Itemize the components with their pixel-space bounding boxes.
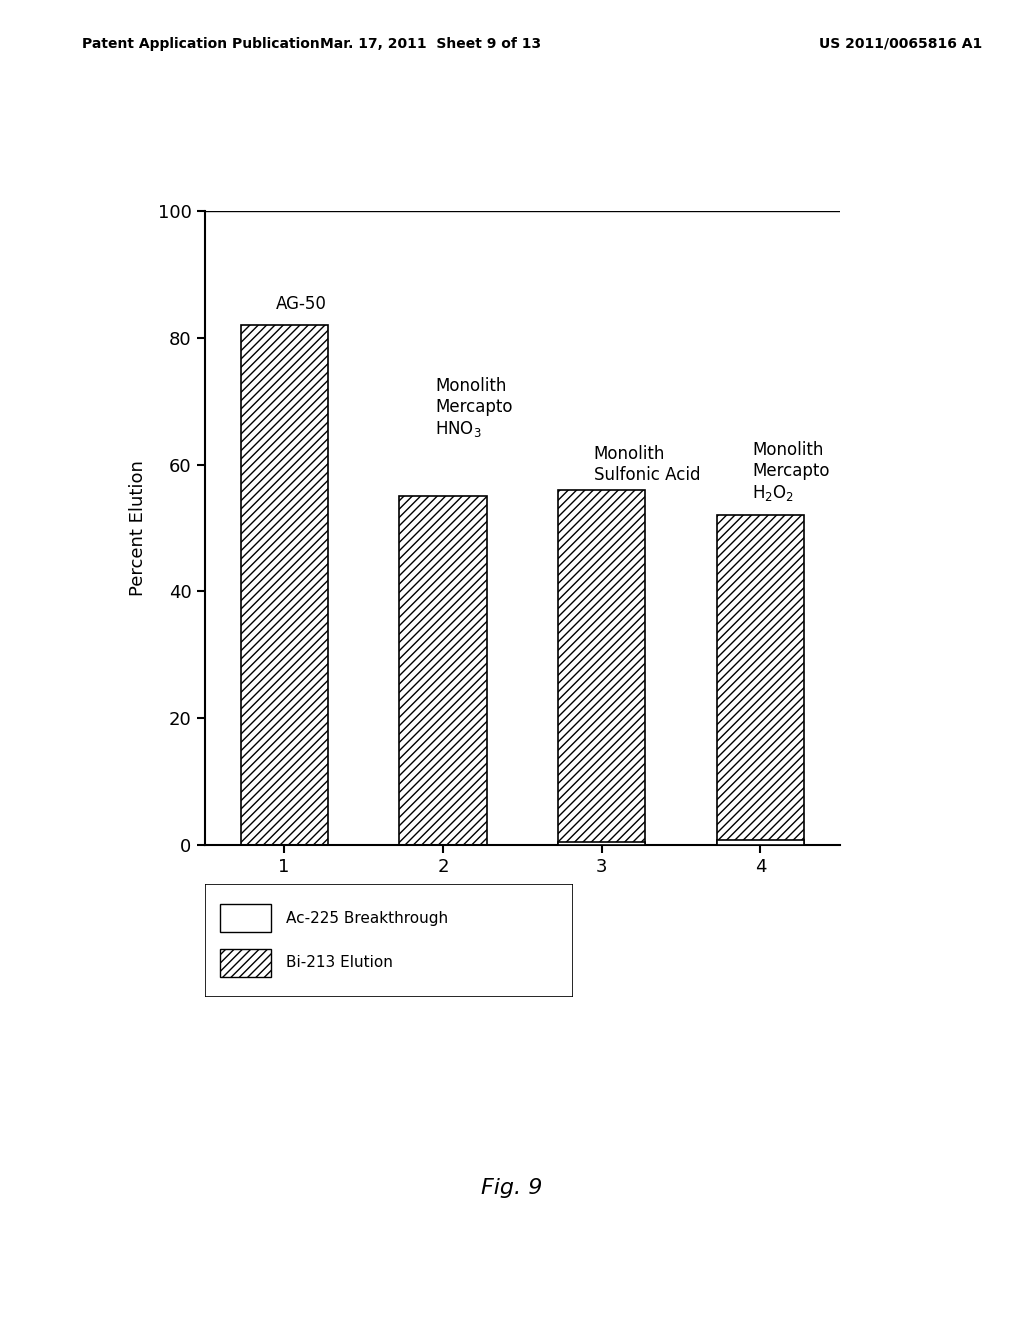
Text: Mar. 17, 2011  Sheet 9 of 13: Mar. 17, 2011 Sheet 9 of 13 bbox=[319, 37, 541, 51]
Text: Monolith
Sulfonic Acid: Monolith Sulfonic Acid bbox=[594, 445, 700, 483]
Y-axis label: Percent Elution: Percent Elution bbox=[129, 461, 146, 595]
Text: AG-50: AG-50 bbox=[276, 294, 327, 313]
Text: Patent Application Publication: Patent Application Publication bbox=[82, 37, 319, 51]
Bar bbox=[219, 904, 271, 932]
Bar bbox=[241, 325, 328, 845]
Text: Ac-225 Breakthrough: Ac-225 Breakthrough bbox=[286, 911, 449, 925]
Text: Monolith
Mercapto
HNO$_3$: Monolith Mercapto HNO$_3$ bbox=[435, 378, 512, 440]
Text: US 2011/0065816 A1: US 2011/0065816 A1 bbox=[819, 37, 982, 51]
FancyBboxPatch shape bbox=[205, 884, 573, 997]
Bar bbox=[399, 496, 486, 845]
Text: Monolith
Mercapto
H$_2$O$_2$: Monolith Mercapto H$_2$O$_2$ bbox=[753, 441, 829, 503]
Bar bbox=[717, 515, 804, 845]
X-axis label: Samples: Samples bbox=[483, 887, 561, 906]
Bar bbox=[558, 842, 645, 845]
Text: Bi-213 Elution: Bi-213 Elution bbox=[286, 956, 393, 970]
Bar bbox=[558, 490, 645, 845]
Bar bbox=[219, 949, 271, 977]
Bar bbox=[717, 840, 804, 845]
Text: Fig. 9: Fig. 9 bbox=[481, 1177, 543, 1199]
